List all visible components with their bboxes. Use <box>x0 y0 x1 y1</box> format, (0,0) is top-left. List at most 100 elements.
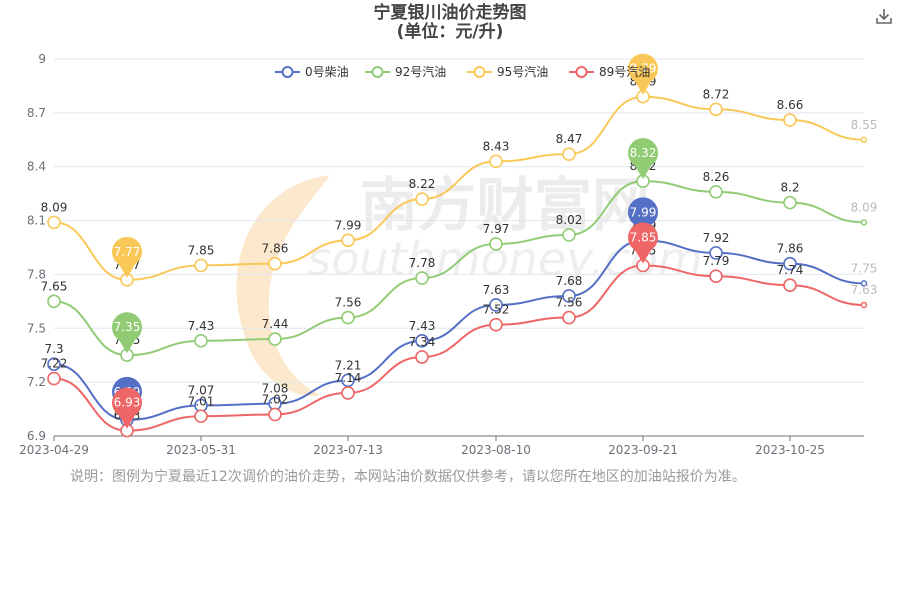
y-tick-label: 9 <box>38 52 46 66</box>
data-point[interactable] <box>783 195 797 210</box>
pin-label: 8.32 <box>630 146 657 160</box>
data-label: 7.63 <box>851 283 878 297</box>
data-label: 7.86 <box>777 242 804 256</box>
data-point[interactable] <box>860 301 868 309</box>
y-tick-label: 8.7 <box>27 106 46 120</box>
data-point[interactable] <box>194 409 208 424</box>
data-label: 7.68 <box>556 274 583 288</box>
data-point[interactable] <box>415 350 429 364</box>
legend-label: 89号汽油 <box>599 64 650 79</box>
data-point[interactable] <box>783 256 797 271</box>
pin-tail <box>118 262 136 278</box>
data-point[interactable] <box>194 258 208 273</box>
data-label: 8.02 <box>556 213 583 227</box>
data-point[interactable] <box>562 289 576 303</box>
legend-item-2[interactable]: 95号汽油 <box>467 64 548 79</box>
pin-marker: 7.85 <box>628 222 658 264</box>
pin-marker: 7.35 <box>112 312 142 354</box>
pin-marker: 8.79 <box>628 53 658 95</box>
data-label: 7.21 <box>335 358 362 372</box>
pin-tail <box>634 164 652 180</box>
data-label: 7.92 <box>703 231 730 245</box>
data-point[interactable] <box>415 192 429 206</box>
data-label: 8.55 <box>851 118 878 132</box>
data-label: 7.14 <box>335 371 362 385</box>
data-label: 7.78 <box>409 256 436 270</box>
data-label: 7.01 <box>188 394 215 408</box>
data-point[interactable] <box>268 256 282 271</box>
data-point[interactable] <box>489 298 503 312</box>
data-label: 7.79 <box>703 254 730 268</box>
data-point[interactable] <box>47 215 61 230</box>
data-point[interactable] <box>489 237 503 251</box>
data-label: 8.09 <box>851 200 878 214</box>
data-label: 8.26 <box>703 170 730 184</box>
data-label: 7.74 <box>777 263 804 277</box>
pin-tail <box>118 338 136 354</box>
data-point[interactable] <box>709 102 723 117</box>
data-point[interactable] <box>415 271 429 285</box>
data-label: 7.75 <box>851 261 878 275</box>
y-tick-label: 7.5 <box>27 321 46 335</box>
pin-tail <box>634 79 652 95</box>
data-point[interactable] <box>47 371 61 386</box>
data-label: 7.44 <box>262 317 289 331</box>
data-point[interactable] <box>415 334 429 348</box>
data-point[interactable] <box>709 246 723 260</box>
data-point[interactable] <box>194 334 208 348</box>
data-point[interactable] <box>709 185 723 199</box>
data-point[interactable] <box>860 219 868 226</box>
data-point[interactable] <box>341 310 355 325</box>
data-label: 7.56 <box>556 296 583 310</box>
chart-subtitle: (单位：元/升) <box>396 22 504 42</box>
legend-item-0[interactable]: 0号柴油 <box>275 65 349 79</box>
data-point[interactable] <box>268 407 282 422</box>
legend-symbol <box>575 66 588 78</box>
chart-title-block: 宁夏银川油价走势图 (单位：元/升) <box>0 4 900 42</box>
data-point[interactable] <box>489 317 503 332</box>
series-line <box>53 264 865 432</box>
pin-label: 7.35 <box>114 320 141 334</box>
data-point[interactable] <box>562 228 576 242</box>
data-label: 7.99 <box>335 218 362 232</box>
data-label: 7.43 <box>409 319 436 333</box>
legend-label: 95号汽油 <box>497 64 548 79</box>
pin-label: 6.93 <box>114 396 141 410</box>
data-point[interactable] <box>860 136 868 144</box>
data-point[interactable] <box>562 310 576 325</box>
pin-head <box>112 236 142 267</box>
data-point[interactable] <box>562 147 576 161</box>
data-point[interactable] <box>709 269 723 284</box>
data-point[interactable] <box>860 280 868 287</box>
pin-label: 8.79 <box>630 62 657 76</box>
data-point[interactable] <box>341 233 355 248</box>
data-label: 8.2 <box>780 181 799 195</box>
max-min-pins: 7.996.998.327.358.797.777.856.93 <box>112 53 658 429</box>
x-tick-label: 2023-05-31 <box>166 443 236 457</box>
data-point[interactable] <box>783 113 797 127</box>
legend-item-1[interactable]: 92号汽油 <box>365 64 446 79</box>
legend[interactable]: 0号柴油 92号汽油 95号汽油 89号汽油 <box>275 64 650 79</box>
watermark-swoosh <box>236 175 330 396</box>
pin-tail <box>634 248 652 264</box>
download-icon[interactable] <box>874 6 894 26</box>
data-point[interactable] <box>341 386 355 400</box>
chart-note: 说明：图例为宁夏最近12次调价的油价走势，本网站油价数据仅供参考，请以您所在地区… <box>70 469 746 485</box>
data-label: 7.22 <box>41 357 68 371</box>
x-tick-label: 2023-04-29 <box>19 443 89 457</box>
data-label: 7.86 <box>262 242 289 256</box>
data-label: 8.22 <box>409 177 436 191</box>
data-point[interactable] <box>783 278 797 293</box>
series-group: 7.36.997.077.087.217.437.637.687.997.927… <box>41 75 878 438</box>
pin-tail <box>118 413 136 429</box>
data-label: 7.52 <box>483 303 510 317</box>
x-tick-label: 2023-07-13 <box>313 443 383 457</box>
legend-item-3[interactable]: 89号汽油 <box>569 64 650 79</box>
pin-head <box>628 197 658 228</box>
legend-symbol <box>473 66 486 78</box>
data-point[interactable] <box>47 294 61 309</box>
data-point[interactable] <box>47 357 61 371</box>
data-point[interactable] <box>489 154 503 169</box>
data-point[interactable] <box>268 332 282 346</box>
